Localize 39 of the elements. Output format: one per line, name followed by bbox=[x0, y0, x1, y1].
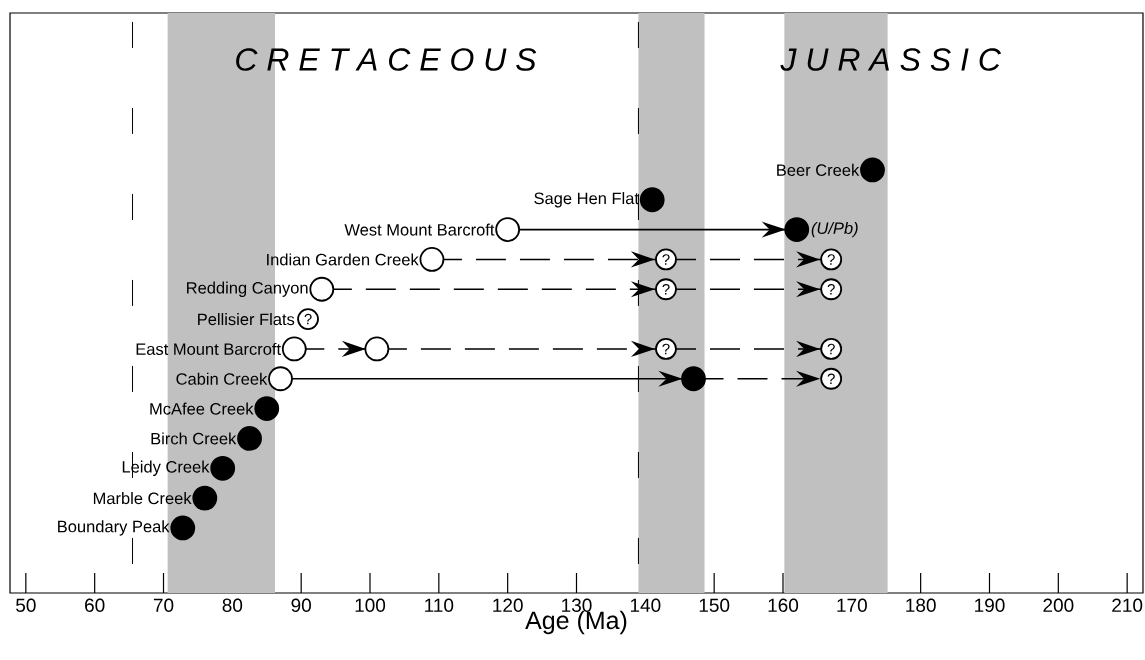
x-tick-label: 170 bbox=[837, 598, 867, 612]
data-label: ? bbox=[827, 254, 835, 265]
x-tick-label: 130 bbox=[562, 598, 592, 612]
data-label: ? bbox=[662, 343, 670, 355]
y-tick-label: Marble Creek bbox=[93, 492, 192, 505]
y-tick-label: East Mount Barcroft bbox=[136, 342, 281, 355]
x-tick-label: 90 bbox=[291, 598, 311, 612]
x-tick-label: 160 bbox=[768, 598, 799, 612]
x-tick-label: 180 bbox=[906, 598, 936, 612]
y-tick-label: Pellisier Flats bbox=[198, 313, 295, 326]
x-tick-label: 140 bbox=[630, 598, 661, 612]
y-tick-label: Beer Creek bbox=[777, 163, 860, 176]
x-tick-label: 110 bbox=[425, 598, 454, 612]
y-tick-label: Boundary Peak bbox=[58, 520, 170, 536]
y-tick-label: West Mount Barcroft bbox=[344, 223, 495, 236]
data-label: ? bbox=[827, 284, 835, 295]
y-tick-label: Cabin Creek bbox=[176, 372, 268, 385]
x-tick-label: 70 bbox=[153, 598, 174, 612]
x-tick-label: 190 bbox=[975, 598, 1005, 612]
annotation: (U/Pb) bbox=[811, 221, 858, 238]
text: C R E T A C E O U S bbox=[236, 48, 537, 71]
data-label: ? bbox=[827, 373, 835, 385]
y-tick-label: Indian Garden Creek bbox=[267, 253, 419, 266]
x-tick-label: 80 bbox=[222, 598, 243, 612]
data-label: ? bbox=[827, 343, 835, 355]
x-tick-label: 100 bbox=[355, 598, 386, 612]
x-tick-label: 200 bbox=[1043, 598, 1074, 612]
x-tick-label: 210 bbox=[1112, 598, 1143, 612]
x-tick-label: 120 bbox=[493, 598, 523, 612]
data-label: ? bbox=[304, 313, 312, 325]
x-tick-label: 50 bbox=[16, 598, 36, 612]
y-tick-label: Redding Canyon bbox=[187, 281, 308, 297]
data-label: ? bbox=[662, 284, 670, 295]
y-tick-label: Birch Creek bbox=[151, 432, 237, 445]
text: J U R A S S I C bbox=[780, 48, 1002, 71]
data-label: ? bbox=[662, 254, 670, 265]
y-tick-label: McAfee Creek bbox=[150, 402, 254, 415]
x-tick-label: 150 bbox=[699, 598, 730, 612]
x-tick-label: 60 bbox=[85, 598, 105, 612]
